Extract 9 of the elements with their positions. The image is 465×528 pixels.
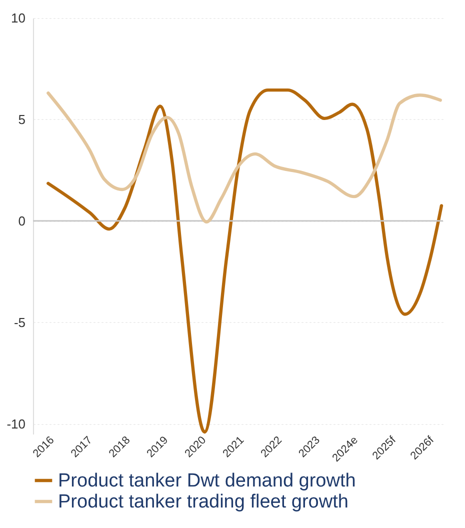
line-series — [46, 88, 444, 434]
y-tick-label: 5 — [18, 112, 26, 127]
y-tick-label: -10 — [6, 416, 26, 432]
legend-label: Product tanker trading fleet growth — [58, 492, 348, 512]
y-tick-label: 0 — [18, 213, 26, 228]
y-tick-label: 10 — [11, 10, 26, 26]
legend-label: Product tanker Dwt demand growth — [58, 470, 356, 492]
line-series — [46, 91, 442, 224]
y-tick-label: -5 — [14, 314, 26, 330]
